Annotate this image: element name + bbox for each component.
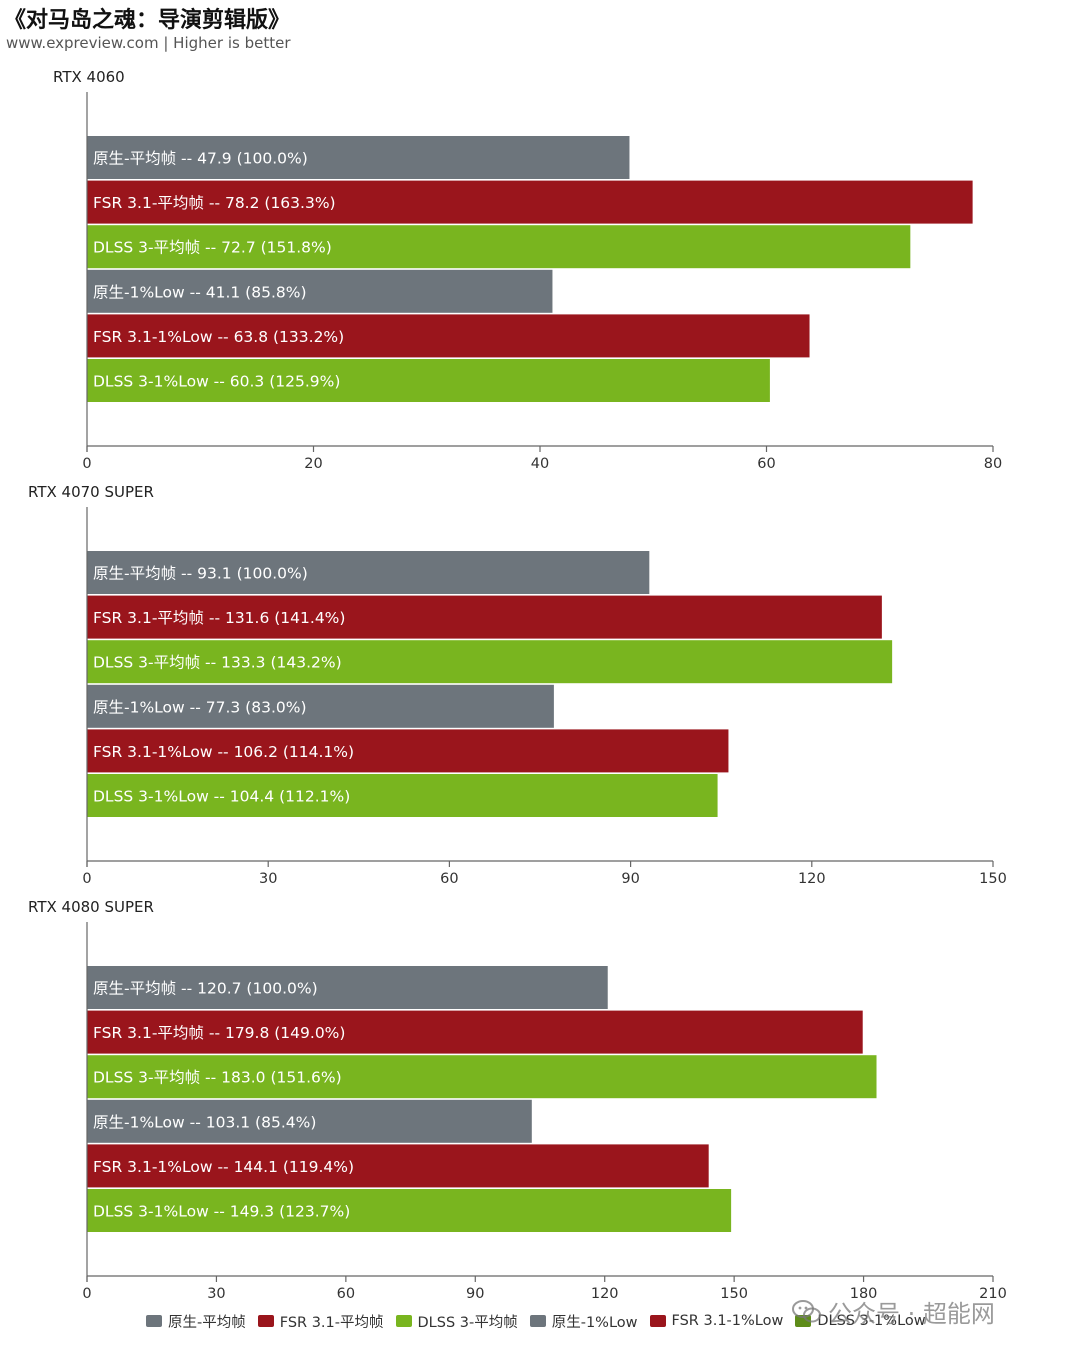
bar-label: 原生-1%Low -- 103.1 (85.4%)	[93, 1113, 316, 1131]
x-tick-label: 60	[440, 871, 458, 887]
panel-title: RTX 4070 SUPER	[28, 483, 154, 501]
panel-title: RTX 4080 SUPER	[28, 898, 154, 916]
bar-label: FSR 3.1-平均帧 -- 179.8 (149.0%)	[93, 1024, 345, 1042]
x-tick-label: 80	[984, 456, 1002, 472]
x-tick-label: 90	[466, 1286, 484, 1302]
bar-chart-svg: 原生-平均帧 -- 120.7 (100.0%) FSR 3.1-平均帧 -- 1…	[82, 922, 1007, 1302]
bar-native	[87, 966, 608, 1009]
chart-panel-rtx-4070-super: RTX 4070 SUPER 原生-平均帧 -- 93.1 (100.0%) FS…	[0, 477, 1080, 892]
x-tick-label: 210	[979, 1286, 1007, 1302]
bar-label: FSR 3.1-1%Low -- 63.8 (133.2%)	[93, 328, 344, 346]
legend-item: 原生-平均帧	[146, 1311, 246, 1332]
bar-fsr	[87, 1144, 709, 1188]
bar-label: FSR 3.1-平均帧 -- 78.2 (163.3%)	[93, 194, 336, 212]
bar-dlss	[87, 1055, 877, 1099]
x-tick-label: 150	[979, 871, 1007, 887]
bar-native	[87, 1099, 532, 1143]
x-tick-label: 180	[850, 1286, 878, 1302]
legend-item: DLSS 3-平均帧	[395, 1311, 518, 1332]
chart-panel-rtx-4080-super: RTX 4080 SUPER 原生-平均帧 -- 120.7 (100.0%) F…	[0, 892, 1080, 1307]
legend-item: DLSS 3-1%Low	[795, 1313, 926, 1329]
chart-title: 《对马岛之魂：导演剪辑版》	[4, 8, 291, 33]
bar-fsr	[87, 729, 729, 773]
x-tick-label: 40	[531, 456, 549, 472]
watermark: 公众号 · 超能网	[792, 1294, 995, 1329]
bar-chart-svg: 原生-平均帧 -- 93.1 (100.0%) FSR 3.1-平均帧 -- 13…	[82, 507, 1007, 887]
x-tick-label: 120	[798, 871, 826, 887]
legend-swatch	[257, 1315, 274, 1327]
bar-dlss	[87, 359, 770, 402]
x-tick-label: 90	[621, 871, 639, 887]
bar-chart-svg: 原生-平均帧 -- 47.9 (100.0%) FSR 3.1-平均帧 -- 78…	[82, 92, 1002, 472]
bar-label: DLSS 3-平均帧 -- 133.3 (143.2%)	[93, 654, 342, 672]
legend-label: FSR 3.1-1%Low	[671, 1313, 784, 1329]
wechat-icon	[792, 1299, 821, 1322]
chart-panel-rtx-4060: RTX 4060 原生-平均帧 -- 47.9 (100.0%) FSR 3.1-…	[0, 62, 1080, 477]
legend-item: FSR 3.1-平均帧	[257, 1311, 384, 1332]
bar-fsr	[87, 1010, 863, 1054]
x-tick-label: 60	[757, 456, 775, 472]
x-tick-label: 30	[207, 1286, 225, 1302]
x-tick-label: 20	[304, 456, 322, 472]
legend-item: FSR 3.1-1%Low	[649, 1313, 784, 1329]
bar-dlss	[87, 774, 718, 817]
bar-label: FSR 3.1-平均帧 -- 131.6 (141.4%)	[93, 609, 345, 627]
watermark-text: 公众号 · 超能网	[828, 1300, 995, 1328]
legend-swatch	[649, 1315, 666, 1327]
legend-label: DLSS 3-1%Low	[817, 1313, 926, 1329]
legend-label: 原生-1%Low	[551, 1314, 638, 1331]
legend-item: 原生-1%Low	[529, 1311, 638, 1332]
legend-label: FSR 3.1-平均帧	[279, 1314, 384, 1331]
legend-swatch	[529, 1315, 546, 1327]
bar-label: 原生-平均帧 -- 47.9 (100.0%)	[93, 150, 308, 168]
bar-label: FSR 3.1-1%Low -- 106.2 (114.1%)	[93, 743, 354, 761]
x-tick-label: 150	[720, 1286, 748, 1302]
x-tick-label: 0	[82, 1286, 91, 1302]
x-tick-label: 0	[82, 456, 91, 472]
bar-dlss	[87, 225, 911, 269]
bar-native	[87, 136, 630, 179]
legend-swatch	[146, 1315, 162, 1327]
x-tick-label: 0	[82, 871, 91, 887]
bar-native	[87, 551, 650, 594]
bar-fsr	[87, 180, 973, 224]
bar-label: FSR 3.1-1%Low -- 144.1 (119.4%)	[93, 1158, 354, 1176]
legend-swatch	[795, 1315, 812, 1327]
panel-title: RTX 4060	[53, 68, 125, 86]
x-tick-label: 120	[591, 1286, 619, 1302]
bar-label: 原生-平均帧 -- 93.1 (100.0%)	[93, 565, 308, 583]
bar-label: DLSS 3-平均帧 -- 183.0 (151.6%)	[93, 1069, 342, 1087]
bar-label: DLSS 3-1%Low -- 104.4 (112.1%)	[93, 788, 350, 806]
bar-label: 原生-平均帧 -- 120.7 (100.0%)	[93, 980, 318, 998]
chart-legend: 原生-平均帧 FSR 3.1-平均帧 DLSS 3-平均帧 原生-1%Low FSR 3…	[146, 1310, 926, 1332]
bar-dlss	[87, 1189, 732, 1232]
legend-label: DLSS 3-平均帧	[417, 1314, 518, 1331]
bar-label: 原生-1%Low -- 41.1 (85.8%)	[93, 283, 307, 301]
bar-native	[87, 684, 554, 728]
bar-native	[87, 269, 553, 313]
bar-label: DLSS 3-1%Low -- 149.3 (123.7%)	[93, 1203, 350, 1221]
bar-label: DLSS 3-平均帧 -- 72.7 (151.8%)	[93, 239, 332, 257]
bar-label: 原生-1%Low -- 77.3 (83.0%)	[93, 698, 307, 716]
x-tick-label: 30	[259, 871, 277, 887]
bar-fsr	[87, 314, 810, 358]
x-tick-label: 60	[337, 1286, 355, 1302]
legend-swatch	[395, 1315, 412, 1327]
bar-fsr	[87, 595, 882, 639]
bar-label: DLSS 3-1%Low -- 60.3 (125.9%)	[93, 373, 340, 391]
chart-subtitle: www.expreview.com | Higher is better	[6, 34, 291, 52]
legend-label: 原生-平均帧	[168, 1314, 246, 1331]
bar-dlss	[87, 640, 893, 684]
